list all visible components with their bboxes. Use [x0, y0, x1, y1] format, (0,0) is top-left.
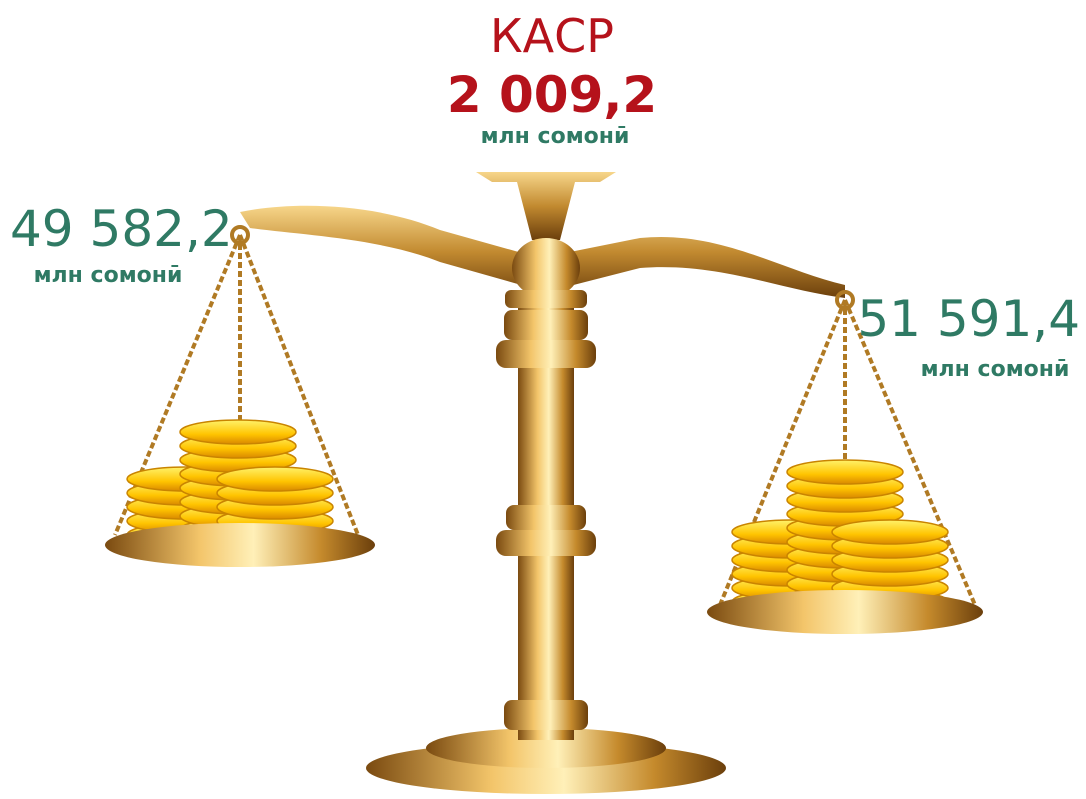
pointer — [476, 172, 616, 240]
collar — [496, 340, 596, 368]
beam — [240, 205, 845, 298]
center-label: КАСР — [490, 9, 614, 63]
collar — [506, 505, 586, 530]
hook — [230, 225, 250, 245]
right-pan — [707, 590, 983, 634]
right-unit: млн сомонӣ — [921, 357, 1070, 382]
left-value: 49 582,2 — [10, 200, 233, 258]
coin — [831, 519, 949, 545]
center-value: 2 009,2 — [447, 66, 657, 124]
base-top — [426, 728, 666, 768]
pivot-base — [505, 290, 587, 308]
hook — [835, 290, 855, 310]
left-pan — [105, 523, 375, 567]
coins — [126, 419, 949, 615]
collar — [504, 700, 588, 730]
coin — [216, 466, 334, 492]
pivot — [512, 238, 580, 298]
collar — [496, 530, 596, 556]
center-unit: млн сомонӣ — [481, 124, 630, 149]
coin — [786, 459, 904, 485]
collar — [504, 310, 588, 340]
left-unit: млн сомонӣ — [34, 263, 183, 288]
coin — [179, 419, 297, 445]
right-value: 51 591,4 — [857, 290, 1080, 348]
